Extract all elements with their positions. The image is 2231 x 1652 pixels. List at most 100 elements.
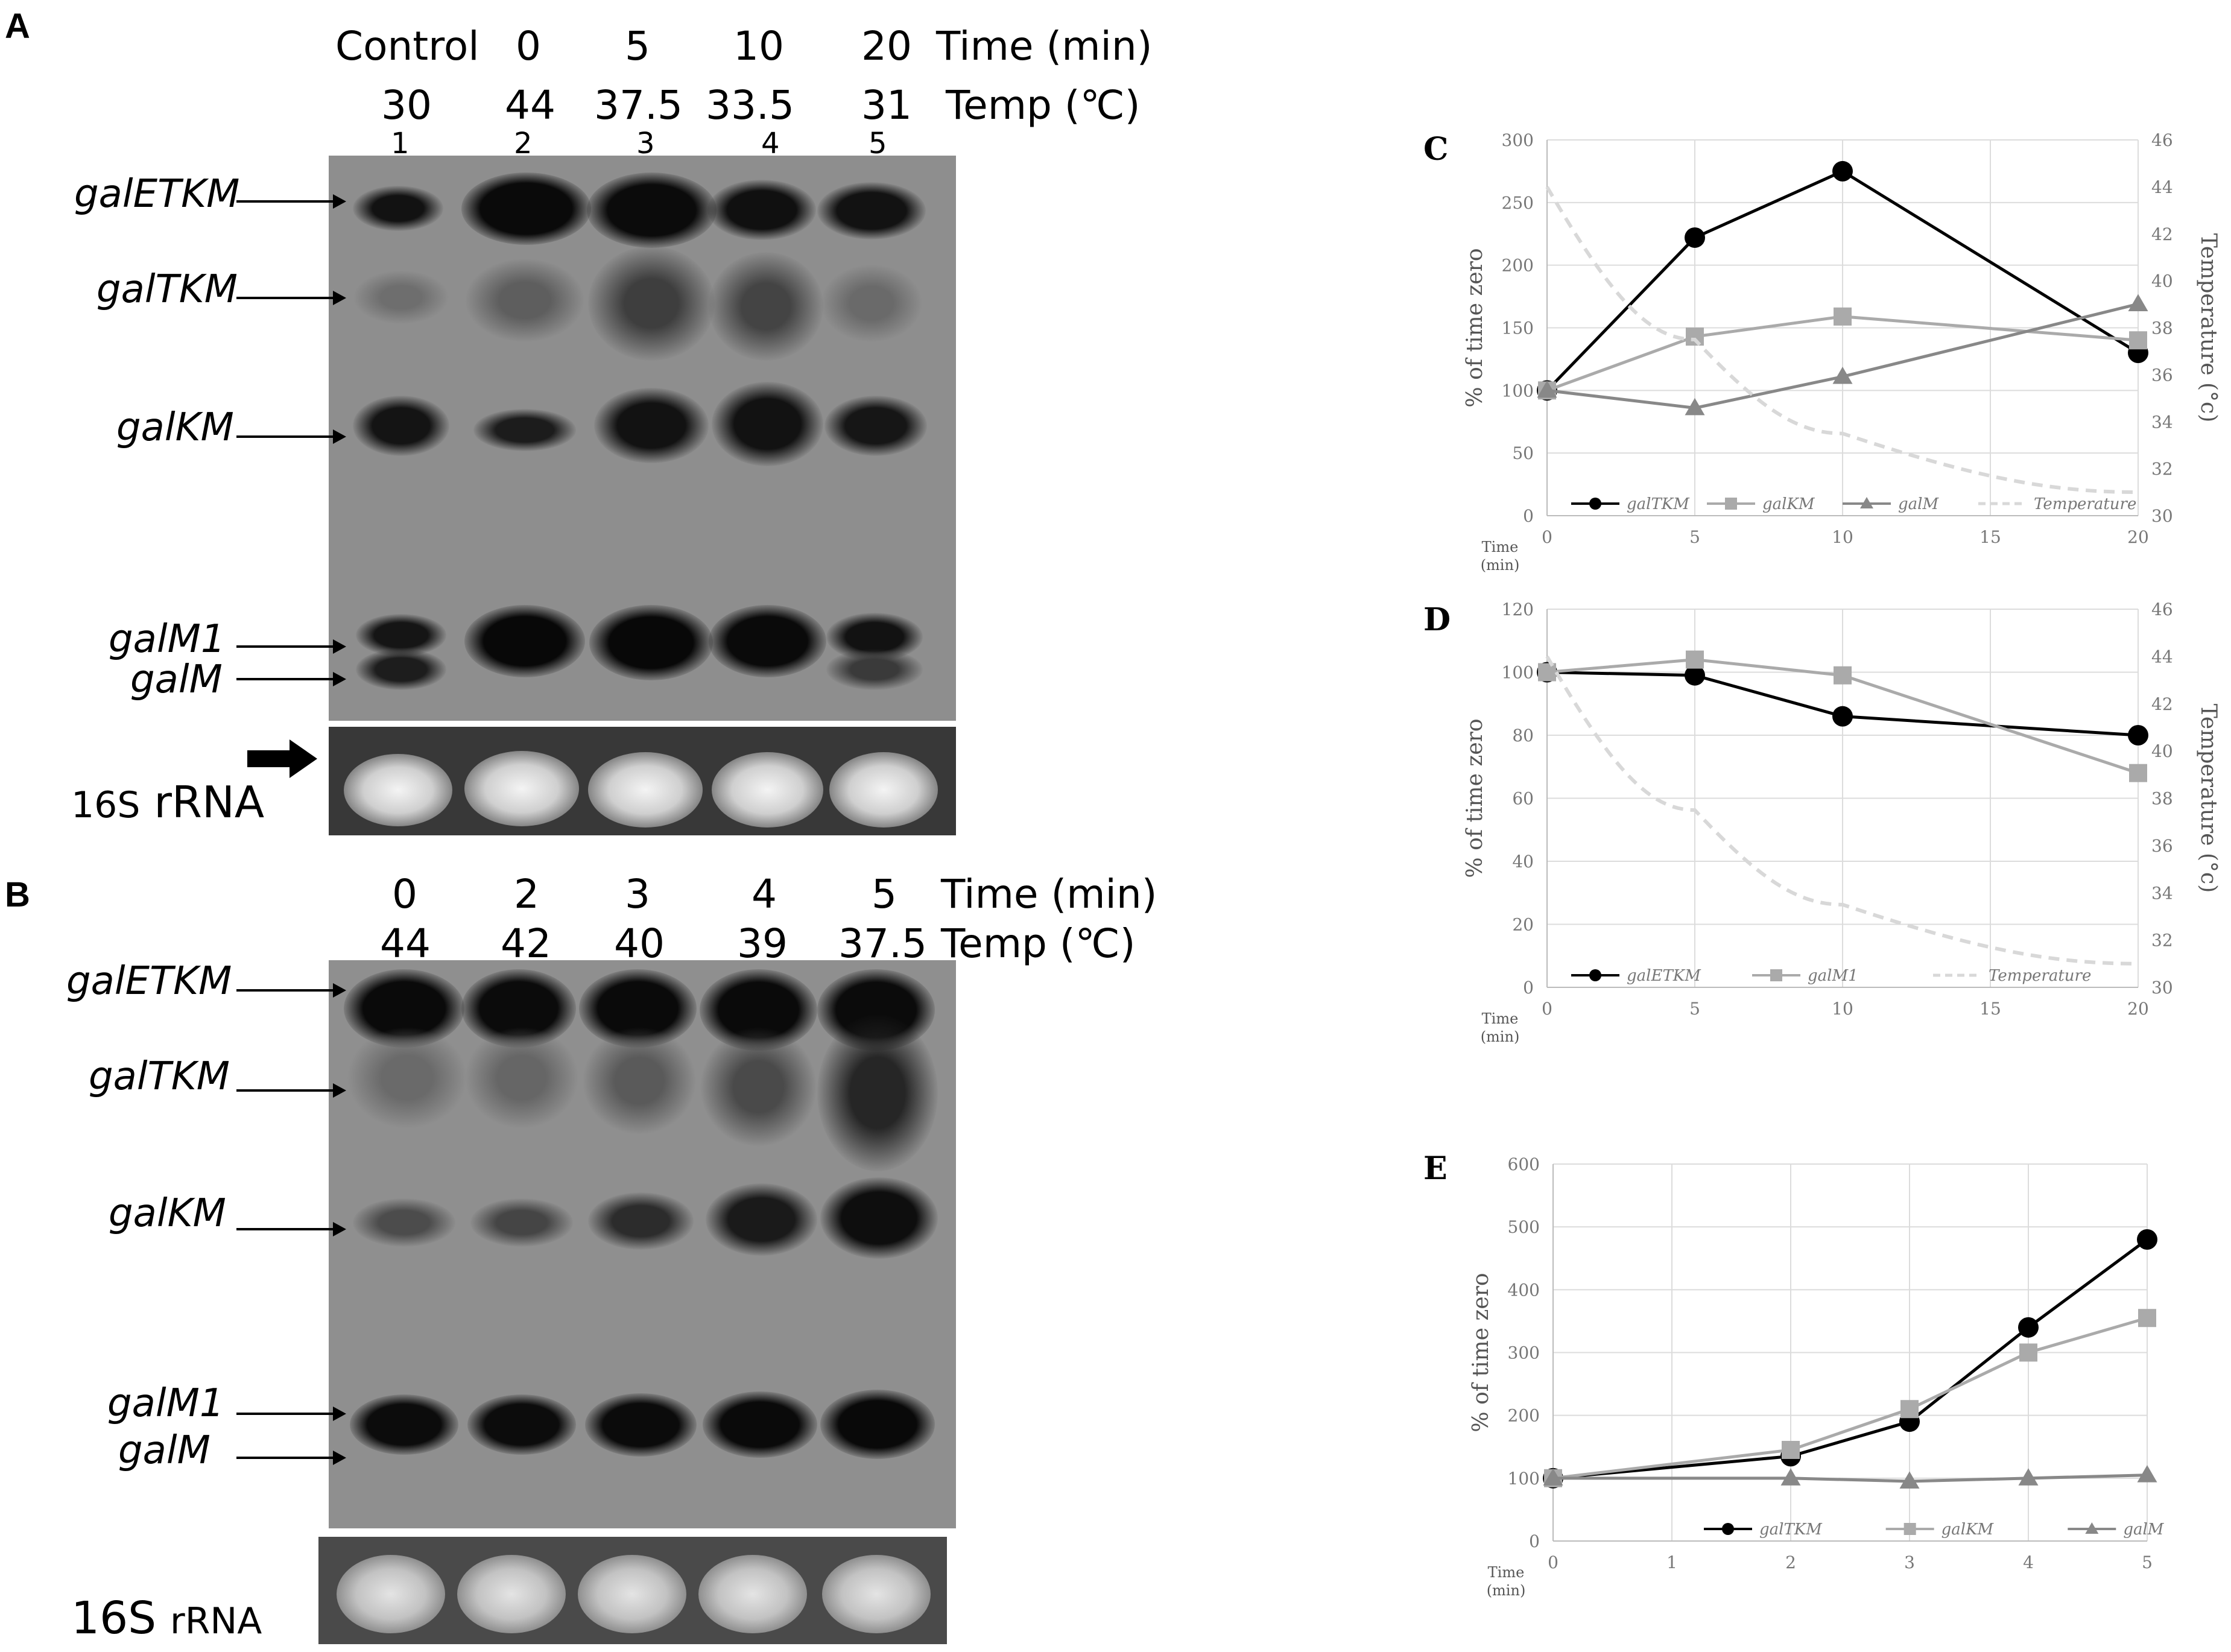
panel-b-temp-4: 37.5 [838, 920, 927, 967]
blot-band [356, 649, 446, 690]
data-point [1725, 498, 1737, 510]
data-point [2129, 331, 2147, 350]
y-tick-label: 250 [1502, 193, 1534, 213]
y2-tick-label: 46 [2151, 600, 2173, 619]
panel-a-rrna-label-suffix: rRNA [154, 777, 265, 828]
x-tick-label: 3 [1904, 1552, 1915, 1572]
panel-a-lane-1: 1 [391, 127, 410, 160]
x-axis-label-unit: (min) [1481, 557, 1520, 574]
blot-band [585, 1393, 697, 1457]
data-point [2128, 725, 2148, 745]
blot-band [706, 1183, 817, 1256]
x-tick-label: 15 [1979, 999, 2001, 1019]
y2-axis-label: Temperature (°c) [2196, 704, 2221, 893]
y-tick-label: 80 [1512, 726, 1534, 745]
panel-a-16s-rrna-gel [329, 727, 956, 835]
legend-label: galKM [1762, 495, 1815, 513]
panel-a-label-galTKM: galTKM [97, 267, 238, 312]
y-tick-label: 600 [1508, 1154, 1540, 1174]
legend-item-galTKM: galTKM [1571, 495, 1690, 513]
data-point [1832, 706, 1853, 727]
y-tick-label: 300 [1508, 1343, 1540, 1363]
blot-band [582, 1027, 697, 1135]
panel-b-time-label: Time (min) [941, 871, 1157, 917]
panel-a-arrow-galM [236, 672, 346, 686]
panel-b-temp-0: 44 [380, 920, 431, 967]
series-line-galETKM [1546, 671, 2139, 737]
y2-tick-label: 32 [2151, 459, 2173, 479]
data-point [1900, 1400, 1919, 1419]
data-point [2019, 1343, 2037, 1362]
y2-tick-label: 44 [2151, 647, 2173, 666]
x-axis-label-unit: (min) [1481, 1028, 1520, 1045]
x-tick-label: 5 [1689, 527, 1700, 547]
panel-letter: D [1423, 601, 1451, 638]
data-point [1537, 380, 1557, 401]
data-point [2085, 1522, 2099, 1534]
y-axis-label: % of time zero [1463, 718, 1487, 878]
y2-tick-label: 40 [2151, 271, 2173, 291]
blot-band [824, 396, 927, 456]
panel-a-time-label: Time (min) [936, 23, 1153, 69]
blot-band [353, 396, 449, 456]
legend-label: galETKM [1627, 967, 1701, 985]
y-tick-label: 0 [1529, 1531, 1540, 1551]
blot-band [588, 246, 715, 361]
panel-a-temp-1: 44 [505, 82, 555, 128]
data-point [2128, 343, 2148, 364]
panel-b-time-4: 5 [872, 871, 897, 917]
legend-label: Temperature [1989, 967, 2091, 985]
x-tick-label: 5 [2142, 1552, 2153, 1572]
panel-a-label-galM: galM [130, 657, 223, 702]
panel-b-time-3: 4 [752, 871, 777, 917]
panel-b-label-galKM: galKM [109, 1191, 226, 1236]
y-tick-label: 100 [1502, 663, 1534, 683]
panel-a-temp-2: 37.5 [594, 82, 683, 128]
panel-b-arrow-galTKM [236, 1083, 346, 1098]
x-tick-label: 1 [1666, 1552, 1677, 1572]
legend-item-galKM: galKM [1707, 495, 1815, 513]
y-tick-label: 40 [1512, 852, 1534, 872]
blot-band [594, 388, 709, 463]
y-tick-label: 0 [1523, 506, 1534, 526]
y-tick-label: 20 [1512, 915, 1534, 935]
panel-b-label-galTKM: galTKM [89, 1054, 230, 1099]
data-point [1685, 227, 1705, 248]
panel-a-time-2: 5 [625, 23, 650, 69]
blot-band [587, 172, 717, 248]
x-tick-label: 20 [2127, 527, 2149, 547]
blot-band [700, 1027, 817, 1147]
y-tick-label: 200 [1502, 256, 1534, 276]
y2-axis-label: Temperature (°c) [2196, 233, 2221, 423]
panel-a-label-galM1: galM1 [109, 617, 226, 662]
blot-band [703, 1391, 817, 1458]
y-tick-label: 100 [1508, 1469, 1540, 1489]
x-tick-label: 0 [1542, 999, 1552, 1019]
y2-tick-label: 46 [2151, 130, 2173, 150]
panel-a-time-0: Control [335, 23, 479, 69]
data-point [1538, 381, 1556, 400]
x-axis-label: Time [1482, 539, 1519, 555]
x-tick-label: 15 [1979, 527, 2001, 547]
series-line-galTKM [1552, 1238, 2148, 1480]
panel-a-time-3: 10 [733, 23, 784, 69]
panel-b-time-0: 0 [392, 871, 417, 917]
series-line-temperature [1545, 186, 2139, 495]
y2-tick-label: 30 [2151, 978, 2173, 998]
panel-a-lane-2: 2 [514, 127, 533, 160]
data-point [1722, 1523, 1734, 1535]
y2-tick-label: 34 [2151, 883, 2173, 903]
data-point [1832, 366, 1853, 384]
blot-band [820, 1390, 935, 1459]
panel-a-temp-0: 30 [381, 82, 432, 128]
panel-a-label-galKM: galKM [116, 405, 234, 450]
x-tick-label: 10 [1832, 527, 1853, 547]
y2-tick-label: 32 [2151, 931, 2173, 951]
y-tick-label: 50 [1512, 443, 1534, 463]
blot-band [353, 1198, 455, 1247]
y2-tick-label: 44 [2151, 177, 2173, 197]
legend-label: galTKM [1627, 495, 1690, 513]
x-axis-label: Time [1482, 1010, 1519, 1027]
panel-a-temp-3: 33.5 [706, 82, 794, 128]
